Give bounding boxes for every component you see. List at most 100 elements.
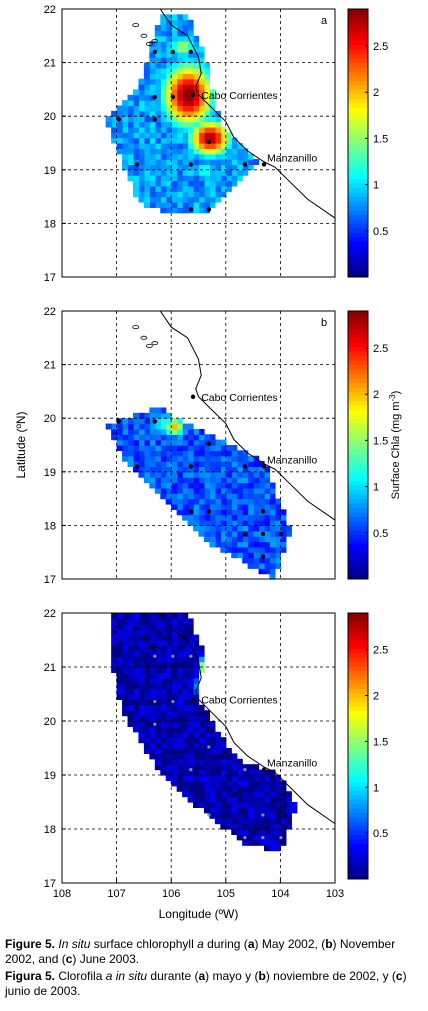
heatmap-cell [127, 100, 134, 107]
heatmap-cell [187, 89, 194, 96]
heatmap-cell [127, 623, 134, 630]
colorbar-tick-label: 0.5 [373, 528, 388, 540]
heatmap-cell [220, 503, 227, 510]
heatmap-cell [176, 78, 183, 85]
heatmap-cell [209, 753, 216, 760]
heatmap-cell [116, 623, 123, 630]
heatmap-cell [231, 137, 238, 144]
heatmap-cell [236, 802, 243, 808]
x-tick-label: 107 [107, 888, 125, 900]
heatmap-cell [182, 143, 189, 149]
colorbar-segment [348, 333, 368, 339]
colorbar-segment [348, 870, 368, 876]
heatmap-cell [220, 169, 227, 176]
colorbar-segment [348, 241, 368, 247]
heatmap-cell [176, 30, 183, 37]
heatmap-cell [203, 450, 211, 457]
heatmap-cell [187, 51, 194, 58]
heatmap-cell [160, 656, 167, 663]
colorbar-segment [348, 111, 368, 117]
heatmap-cell [220, 487, 227, 494]
colorbar-segment [348, 218, 368, 224]
heatmap-cell [149, 57, 156, 64]
heatmap-cell [122, 699, 129, 706]
heatmap-cell [132, 699, 140, 706]
heatmap-cell [193, 650, 200, 657]
heatmap-cell [225, 482, 232, 489]
heatmap-cell [253, 514, 260, 521]
heatmap-cell [182, 73, 189, 80]
heatmap-cell [209, 482, 216, 489]
heatmap-cell [160, 185, 167, 192]
heatmap-cell [264, 487, 271, 494]
heatmap-cell [154, 51, 161, 58]
heatmap-cell [143, 196, 150, 203]
heatmap-cell [280, 802, 287, 808]
colorbar-segment [348, 328, 368, 334]
heatmap-cell [242, 514, 249, 521]
heatmap-cell [220, 796, 227, 803]
station-point [207, 745, 211, 749]
heatmap-cell [193, 100, 200, 107]
island [145, 646, 153, 651]
heatmap-cell [187, 487, 194, 494]
heatmap-cell [171, 748, 178, 754]
heatmap-cell [182, 640, 189, 646]
station-point [170, 49, 176, 55]
colorbar-segment [348, 799, 368, 805]
heatmap-cell [160, 105, 167, 112]
heatmap-cell [187, 110, 194, 117]
colorbar-tick-label: 2 [373, 87, 379, 99]
heatmap-cell [149, 629, 156, 636]
colorbar-segment [348, 44, 368, 50]
heatmap-cell [160, 710, 167, 717]
heatmap-cell [231, 450, 238, 457]
station-point [260, 509, 266, 514]
heatmap-cell [264, 823, 271, 830]
heatmap-cell [165, 753, 172, 760]
island [140, 335, 148, 340]
colorbar-segment [348, 697, 368, 703]
heatmap-cell [193, 439, 200, 446]
heatmap-cell [225, 525, 232, 532]
colorbar-segment [348, 143, 368, 148]
heatmap-cell [122, 640, 129, 646]
heatmap-cell [182, 19, 189, 26]
heatmap-cell [143, 132, 150, 139]
caption-es-insitu: in situ [115, 969, 148, 983]
heatmap-cell [143, 143, 150, 149]
heatmap-cell [111, 618, 118, 625]
heatmap-cell [198, 650, 205, 657]
station-point [206, 207, 212, 212]
station-point [206, 139, 212, 145]
heatmap-cell [193, 455, 200, 462]
heatmap-cell [209, 791, 216, 798]
heatmap-cell [154, 153, 161, 160]
heatmap-cell [285, 796, 292, 803]
heatmap-cell [182, 57, 189, 64]
heatmap-cell [132, 89, 140, 96]
heatmap-cell [274, 546, 281, 553]
heatmap-cell [165, 191, 172, 198]
heatmap-cell [187, 661, 194, 668]
heatmap-cell [176, 84, 183, 90]
heatmap-cell [165, 418, 172, 425]
heatmap-cell [225, 791, 232, 798]
heatmap-cell [171, 780, 178, 787]
heatmap-cell [138, 180, 145, 187]
heatmap-cell [198, 175, 205, 182]
heatmap-cell [209, 471, 216, 478]
heatmap-cell [220, 175, 227, 182]
heatmap-cell [258, 461, 265, 468]
heatmap-cell [143, 201, 150, 208]
heatmap-cell [247, 477, 254, 484]
heatmap-cell [176, 498, 183, 505]
island [140, 638, 148, 643]
heatmap-cell [264, 477, 271, 484]
station-point [190, 394, 196, 399]
heatmap-cell [160, 694, 167, 700]
x-axis-label: Longitude (ºW) [159, 907, 239, 921]
heatmap-cell [127, 164, 134, 171]
heatmap-cell [176, 137, 183, 144]
heatmap-cell [269, 796, 276, 803]
